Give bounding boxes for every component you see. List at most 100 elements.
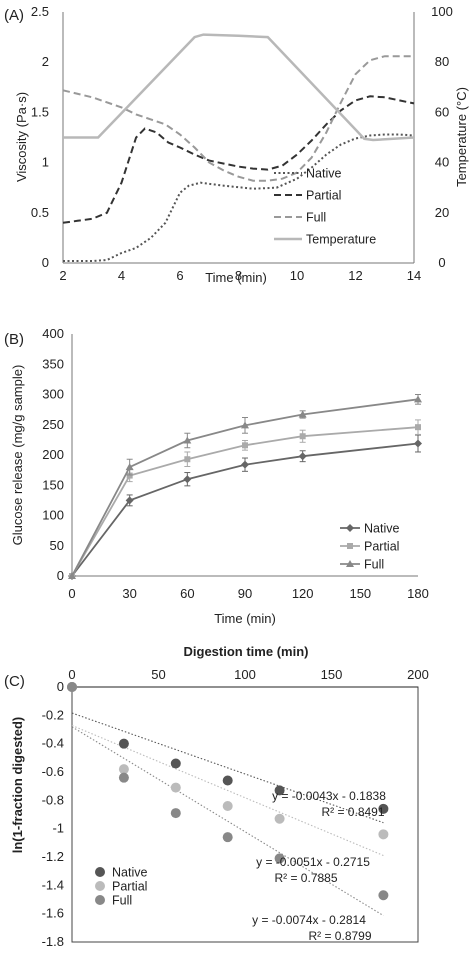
panel-b-point-native	[298, 452, 307, 461]
panel-a-series-full-line	[62, 55, 414, 182]
panel-c-point-partial	[222, 801, 233, 811]
panel-b-point-native	[241, 460, 249, 469]
panel-c-trend-equation-full: y = -0.0074x - 0.2814	[252, 913, 366, 927]
panel-a-legend-label-temperature: Temperature	[306, 233, 376, 247]
panel-b-point-native	[183, 475, 192, 484]
panel-c-y-tick-label: -1.6	[42, 906, 64, 921]
panel-c-point-full	[378, 890, 389, 901]
panel-b-x-tick-label: 0	[68, 586, 75, 601]
panel-c-point-full	[222, 832, 233, 843]
panel-c-point-native	[170, 758, 181, 769]
panel-c-point-full	[274, 853, 285, 864]
panel-b-x-axis-title: Time (min)	[214, 611, 276, 626]
panel-b-legend-label-partial: Partial	[364, 540, 399, 554]
panel-b-y-tick-label: 350	[42, 356, 64, 371]
panel-b-y-tick-label: 250	[42, 417, 64, 432]
panel-a: (A) Time (min) Viscosity (Pa·s) Temperat…	[4, 4, 469, 285]
panel-b-x-tick-label: 150	[349, 586, 371, 601]
panel-c-trend-r2-native: R² = 0.8491	[321, 805, 384, 819]
panel-c-y-tick-label: -0.6	[42, 764, 64, 779]
panel-b-point-partial	[415, 424, 421, 431]
panel-c-y-tick-label: -1.2	[42, 849, 64, 864]
panel-c-y-tick-label: -0.8	[42, 792, 64, 807]
panel-a-x-tick-label: 2	[59, 268, 66, 283]
panel-b-x-tick-label: 120	[292, 586, 314, 601]
panel-c-x-tick-label: 150	[321, 667, 343, 682]
panel-a-y-tick-label: 2.5	[31, 4, 49, 19]
panel-b: (B) Time (min) Glucose release (mg/g sam…	[4, 326, 429, 626]
panel-c-point-partial	[170, 782, 181, 793]
panel-c-legend-marker-full	[95, 895, 105, 905]
panel-b-legend-label-full: Full	[364, 558, 384, 572]
panel-b-point-partial	[299, 433, 306, 440]
panel-b-y-tick-label: 150	[42, 477, 64, 492]
panel-b-point-partial	[242, 442, 248, 449]
panel-c-y-tick-label: -1.8	[42, 934, 64, 949]
panel-a-legend-label-native: Native	[306, 167, 341, 181]
panel-c-point-native	[378, 803, 389, 814]
panel-c-x-tick-label: 50	[151, 667, 165, 682]
panel-a-y-tick-label: 0	[42, 255, 49, 270]
panel-c-point-full	[118, 772, 129, 783]
panel-c-point-native	[222, 775, 233, 786]
panel-b-y-tick-label: 0	[57, 568, 64, 583]
panel-c-legend-label-native: Native	[112, 866, 147, 880]
panel-c-label: (C)	[4, 673, 25, 690]
panel-a-series-temperature-line	[63, 33, 415, 142]
panel-c-x-axis-title: Digestion time (min)	[184, 644, 309, 659]
panel-a-y-tick-label: 2	[42, 54, 49, 69]
panel-c-point-partial	[378, 829, 389, 840]
panel-a-y-tick-label: 1	[42, 155, 49, 170]
panel-c-point-native	[118, 738, 129, 749]
panel-b-point-partial	[126, 472, 133, 479]
panel-b-legend-marker-full	[346, 560, 354, 567]
panel-c-point-partial	[118, 764, 129, 775]
panel-b-point-native	[125, 496, 134, 505]
panel-a-x-axis-title: Time (min)	[205, 270, 267, 285]
panel-a-y2-tick-label: 60	[435, 104, 449, 119]
panel-c-point-full	[67, 682, 77, 692]
panel-a-y2-tick-label: 100	[431, 4, 453, 19]
panel-b-x-tick-label: 90	[238, 586, 252, 601]
panel-a-y-tick-label: 1.5	[31, 104, 49, 119]
panel-a-x-tick-label: 12	[348, 268, 362, 283]
panel-c-x-tick-label: 200	[407, 667, 429, 682]
panel-b-point-full	[183, 436, 192, 444]
panel-a-y2-tick-label: 20	[435, 205, 449, 220]
panel-b-y-tick-label: 400	[42, 326, 64, 341]
panel-b-y-tick-label: 300	[42, 387, 64, 402]
panel-b-point-full	[241, 421, 249, 429]
panel-b-x-tick-label: 180	[407, 586, 429, 601]
panel-c-trendline-native	[71, 712, 384, 824]
panel-a-y2-axis-title: Temperature (°C)	[454, 87, 469, 187]
panel-a-y2-tick-label: 80	[435, 54, 449, 69]
panel-c-x-tick-label: 100	[234, 667, 256, 682]
panel-b-legend-marker-partial	[347, 543, 353, 549]
panel-a-x-tick-label: 6	[176, 268, 183, 283]
panel-c-trend-equation-native: y = -0.0043x - 0.1838	[272, 789, 386, 803]
panel-b-point-full	[68, 572, 76, 579]
panel-a-label: (A)	[4, 7, 24, 24]
panel-b-series-full-line	[71, 398, 419, 577]
panel-a-series-partial-line	[62, 95, 415, 224]
panel-c-trend-r2-partial: R² = 0.7885	[274, 871, 337, 885]
panel-b-label: (B)	[4, 331, 24, 348]
panel-a-x-tick-label: 14	[407, 268, 421, 283]
panel-c: Digestion time (min) (C) ln(1-fraction d…	[4, 644, 429, 949]
panel-a-y-tick-label: 0.5	[31, 205, 49, 220]
panel-a-x-tick-label: 8	[235, 268, 242, 283]
panel-c-legend-label-partial: Partial	[112, 880, 147, 894]
panel-b-legend-marker-native	[346, 524, 354, 532]
panel-c-y-tick-label: -0.2	[42, 707, 64, 722]
panel-b-series-native-line	[71, 442, 419, 577]
panel-b-x-tick-label: 60	[180, 586, 194, 601]
panel-a-legend-label-partial: Partial	[306, 189, 341, 203]
panel-a-x-tick-label: 10	[290, 268, 304, 283]
panel-b-y-axis-title: Glucose release (mg/g sample)	[10, 365, 25, 546]
panel-c-y-tick-label: -1.4	[42, 877, 64, 892]
panel-c-y-tick-label: 0	[57, 679, 64, 694]
panel-b-point-full	[414, 395, 422, 403]
panel-a-y-axis-title: Viscosity (Pa·s)	[14, 92, 29, 182]
panel-a-y2-tick-label: 40	[435, 155, 449, 170]
